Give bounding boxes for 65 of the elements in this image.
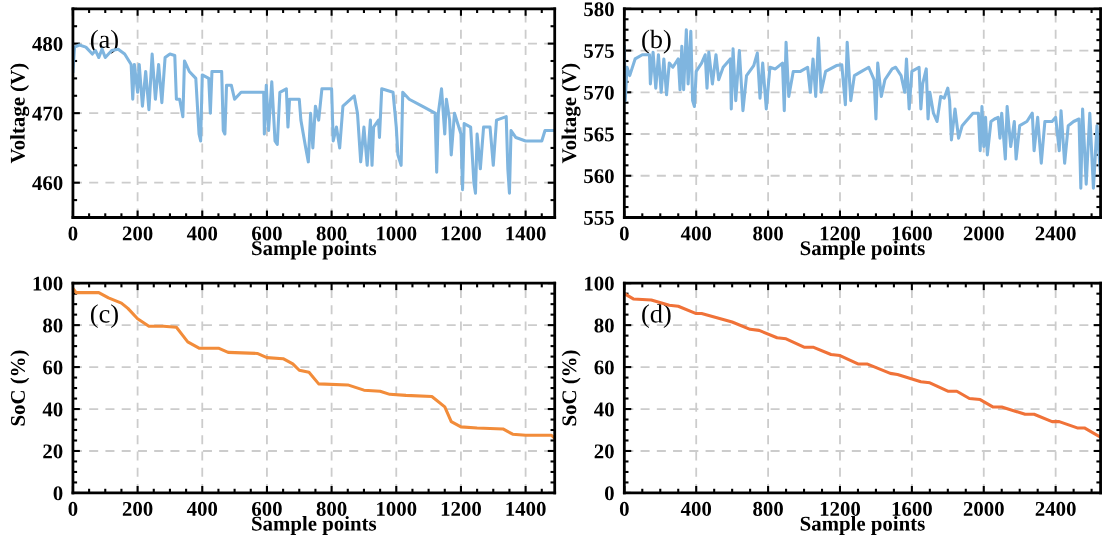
x-tick-label: 0 xyxy=(619,226,629,241)
x-tick-label: 400 xyxy=(186,226,218,241)
y-tick-label: 460 xyxy=(32,176,63,191)
annotation: (d) xyxy=(642,304,671,329)
y-tick-label: 60 xyxy=(43,360,63,375)
y-tick-label: 560 xyxy=(584,169,614,184)
x-tick-label: 0 xyxy=(68,226,78,241)
y-tick-label: 565 xyxy=(584,127,614,142)
y-tick-label: 100 xyxy=(585,276,614,291)
x-tick-label: 1200 xyxy=(441,226,481,241)
x-axis-title: Sample points xyxy=(252,516,377,535)
x-axis-title: Sample points xyxy=(800,240,925,260)
y-tick-label: 0 xyxy=(604,486,614,501)
y-tick-label: 80 xyxy=(43,318,63,333)
y-tick-label: 570 xyxy=(584,85,614,100)
line-series xyxy=(624,28,1101,190)
y-tick-label: 40 xyxy=(594,402,614,417)
y-tick-label: 20 xyxy=(594,444,614,459)
x-tick-label: 800 xyxy=(753,501,783,516)
annotation: (c) xyxy=(90,304,118,329)
x-tick-label: 0 xyxy=(68,501,78,516)
x-tick-label: 1200 xyxy=(820,226,861,241)
x-tick-label: 400 xyxy=(680,501,712,516)
y-axis-title: Voltage (V) xyxy=(561,63,581,164)
x-tick-label: 1400 xyxy=(506,501,546,516)
x-tick-label: 1200 xyxy=(820,501,861,516)
y-axis-title: SoC (%) xyxy=(561,350,581,426)
y-tick-label: 60 xyxy=(594,360,614,375)
x-tick-label: 200 xyxy=(122,226,153,241)
x-tick-label: 400 xyxy=(680,226,712,241)
y-tick-label: 470 xyxy=(32,106,63,121)
x-tick-label: 2000 xyxy=(963,501,1004,516)
y-tick-label: 20 xyxy=(43,444,63,459)
x-tick-label: 1600 xyxy=(892,226,932,241)
x-tick-label: 2400 xyxy=(1035,501,1076,516)
y-tick-label: 80 xyxy=(594,318,614,333)
x-tick-label: 1000 xyxy=(377,501,417,516)
x-tick-label: 2400 xyxy=(1035,226,1076,241)
y-tick-label: 555 xyxy=(584,211,614,225)
x-tick-label: 1400 xyxy=(506,226,546,241)
x-tick-label: 800 xyxy=(316,501,347,516)
x-tick-label: 2000 xyxy=(963,226,1004,241)
y-axis-title: SoC (%) xyxy=(10,350,30,426)
annotation: (b) xyxy=(642,29,671,54)
y-tick-label: 580 xyxy=(584,2,614,17)
x-tick-label: 400 xyxy=(186,501,218,516)
x-tick-label: 800 xyxy=(316,226,347,241)
x-tick-label: 1600 xyxy=(892,501,932,516)
x-tick-label: 200 xyxy=(122,501,153,516)
y-tick-label: 480 xyxy=(32,36,63,52)
x-tick-label: 1200 xyxy=(441,501,481,516)
y-tick-label: 100 xyxy=(33,276,63,291)
x-tick-label: 600 xyxy=(252,226,282,241)
x-tick-label: 600 xyxy=(252,501,282,516)
x-axis-title: Sample points xyxy=(252,240,377,260)
y-tick-label: 40 xyxy=(42,402,63,417)
x-tick-label: 800 xyxy=(753,226,783,241)
line-series xyxy=(624,292,1101,439)
y-axis-title: Voltage (V) xyxy=(10,63,30,164)
x-axis-title: Sample points xyxy=(800,516,925,535)
y-tick-label: 575 xyxy=(584,44,614,58)
x-tick-label: 0 xyxy=(619,501,629,516)
y-tick-label: 0 xyxy=(53,486,63,501)
x-tick-label: 1000 xyxy=(377,226,417,241)
line-series xyxy=(72,286,555,440)
